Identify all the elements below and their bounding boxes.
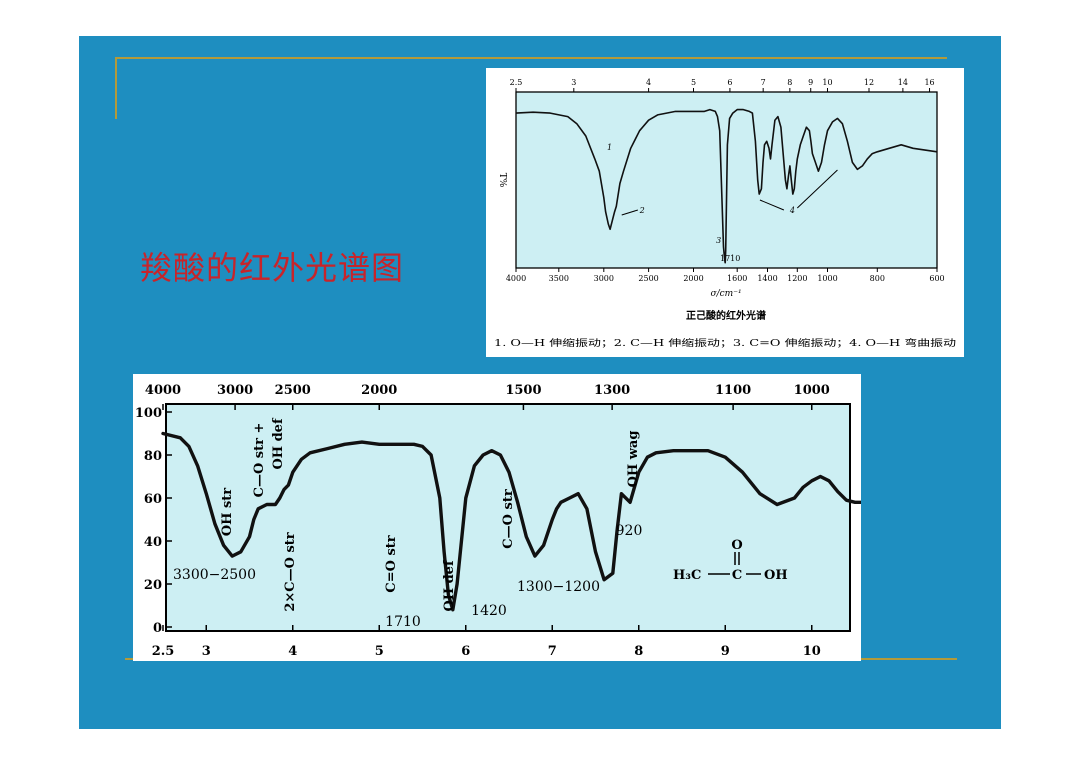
x-top-tick-label-3: 5 <box>691 78 696 87</box>
y-tick-label-1: 20 <box>144 578 162 593</box>
annotation-oh-def-1: OH def <box>271 417 286 469</box>
annotation-4-leader-right <box>796 169 838 209</box>
decor-line-top <box>115 57 947 59</box>
chart-title: 正己酸的红外光谱 <box>686 309 766 322</box>
ir-spectrum-acetic-acid-panel: 0204060801002.53456789101112131415164000… <box>133 374 1080 661</box>
x-bottom-tick-label-7: 9 <box>721 644 730 659</box>
x-top-tick-label-4: 6 <box>727 78 732 87</box>
plot-area <box>165 403 851 632</box>
x-top-tick-label-2: 4 <box>646 78 651 87</box>
annotation-1420: 1420 <box>471 603 507 619</box>
x-bottom-tick-label-1: 3 <box>202 644 211 659</box>
x-bottom-tick-label-4: 6 <box>461 644 470 659</box>
annotation-co-str-2: C—O str <box>501 489 516 549</box>
x-top-tick-label-3: 2000 <box>361 383 397 398</box>
x-top-tick-label-11: 16 <box>924 78 934 87</box>
annotation-2xco-str: 2×C—O str <box>283 532 298 611</box>
ir-spectrum-hexanoic-acid-panel: 4000 3500 3000 2500 2000 1600 1400 1200 1000 800 6… <box>486 68 964 357</box>
annotation-oh-str: OH str <box>220 488 235 536</box>
x-bottom-tick-label-0: 2.5 <box>152 644 175 659</box>
x-bottom-tick-label-0: 4000 <box>506 274 526 283</box>
x-top-tick-label-10: 14 <box>898 78 908 87</box>
x-top-tick-label-5: 7 <box>761 78 766 87</box>
annotation-920: 920 <box>616 523 643 539</box>
annotation-1: 1 <box>607 143 612 152</box>
annotation-co-str-plus: C—O str + <box>252 423 267 498</box>
x-bottom-tick-label-2: 4 <box>288 644 297 659</box>
y-axis-label: T% <box>497 173 507 188</box>
x-top-tick-label-1: 3 <box>571 78 576 87</box>
x-bottom-tick-label-3: 5 <box>375 644 384 659</box>
ir-chart-hexanoic: 4000 3500 3000 2500 2000 1600 1400 1200 1000 800 6… <box>494 78 956 349</box>
x-top-tick-label-6: 8 <box>787 78 792 87</box>
slide-title: 羧酸的红外光谱图 <box>140 249 405 287</box>
annotation-oh-wag: OH wag <box>626 431 641 488</box>
spectrum-line <box>515 108 938 264</box>
annotation-1710: 1710 <box>720 254 740 263</box>
x-top-tick-label-2: 2500 <box>275 383 311 398</box>
x-bottom-tick-label-6: 1400 <box>757 274 777 283</box>
x-top-tick-label-7: 9 <box>808 78 813 87</box>
annotation-4: 4 <box>789 206 795 215</box>
y-tick-label-3: 60 <box>144 492 162 507</box>
x-bottom-tick-label-8: 10 <box>803 644 821 659</box>
decor-line-left <box>115 57 117 119</box>
x-axis-label: σ/cm⁻¹ <box>710 289 741 299</box>
formula-center: C <box>732 568 742 583</box>
y-tick-label-4: 80 <box>144 449 162 464</box>
x-top-tick-label-0: 4000 <box>145 383 181 398</box>
y-tick-label-2: 40 <box>144 535 162 550</box>
x-top-tick-label-9: 12 <box>864 78 874 87</box>
annotation-2: 2 <box>639 206 645 215</box>
y-tick-label-5: 100 <box>135 406 162 421</box>
annotation-4-leader-left <box>759 199 785 211</box>
x-bottom-tick-label-10: 600 <box>929 274 944 283</box>
x-top-tick-label-6: 1100 <box>715 383 751 398</box>
x-bottom-tick-label-7: 1200 <box>787 274 807 283</box>
x-top-tick-label-7: 1000 <box>794 383 830 398</box>
annotation-co-str: C=O str <box>384 535 399 592</box>
chart-caption: 1. O—H 伸缩振动；2. C—H 伸缩振动；3. C=O 伸缩振动；4. O… <box>494 337 956 349</box>
y-tick-label-0: 0 <box>153 621 162 636</box>
x-bottom-tick-label-5: 1600 <box>727 274 747 283</box>
x-bottom-tick-label-2: 3000 <box>594 274 614 283</box>
x-bottom-tick-label-4: 2000 <box>683 274 703 283</box>
x-top-tick-label-0: 2.5 <box>510 78 523 87</box>
x-bottom-tick-label-6: 8 <box>634 644 643 659</box>
annotation-2-leader <box>621 209 638 216</box>
x-bottom-tick-label-5: 7 <box>548 644 557 659</box>
x-top-tick-label-4: 1500 <box>505 383 541 398</box>
annotation-3300-2500: 3300−2500 <box>173 567 256 583</box>
x-bottom-tick-label-3: 2500 <box>638 274 658 283</box>
x-top-tick-label-5: 1300 <box>594 383 630 398</box>
formula-left: H₃C <box>673 568 701 583</box>
x-bottom-tick-label-9: 800 <box>870 274 885 283</box>
formula-right: OH <box>764 568 788 583</box>
x-bottom-tick-label-1: 3500 <box>549 274 569 283</box>
formula-top: O <box>731 538 742 553</box>
x-top-tick-label-1: 3000 <box>217 383 253 398</box>
x-bottom-tick-label-8: 1000 <box>817 274 837 283</box>
annotation-1710: 1710 <box>385 614 421 630</box>
annotation-3: 3 <box>716 236 721 245</box>
annotation-oh-def-2: OH def <box>442 559 457 611</box>
ir-chart-acetic: 0204060801002.53456789101112131415164000… <box>135 383 1080 659</box>
x-top-tick-label-8: 10 <box>822 78 832 87</box>
annotation-1300-1200: 1300−1200 <box>517 579 600 595</box>
